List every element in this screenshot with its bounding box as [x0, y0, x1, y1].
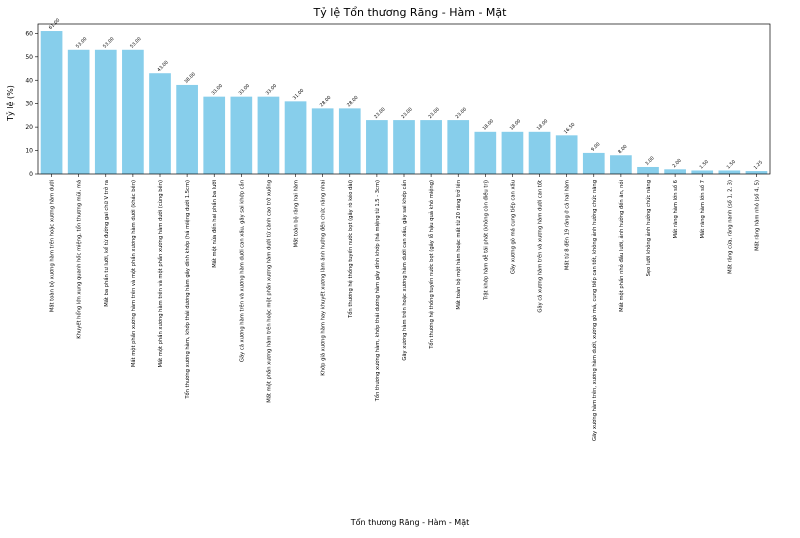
x-tick-label: Mất toàn bộ một hàm hoặc mất từ 20 răng …: [455, 180, 462, 310]
y-tick-label: 30: [25, 101, 33, 108]
data-label: 28.00: [346, 95, 360, 109]
plot-area-border: [37, 23, 771, 175]
x-tick-label: Mất ba phần tư lưỡi, kể từ đường gai chữ…: [102, 180, 110, 307]
x-axis-ticks: Mất toàn bộ xương hàm trên hoặc xương hà…: [49, 174, 760, 441]
x-tick-label: Gãy xương hàm trên hoặc xương hàm dưới c…: [401, 180, 408, 361]
bar: [230, 96, 253, 174]
x-tick-label: Mất từ 8 đến 19 răng ở cả hai hàm: [564, 180, 571, 270]
x-tick-label: Mất một phần nhỏ đầu lưỡi, ảnh hưởng đến…: [617, 180, 625, 312]
bar: [203, 96, 226, 174]
bar: [420, 120, 442, 174]
x-tick-label: Tổn thương xương hàm, khớp thái dương hà…: [374, 180, 381, 402]
x-tick-label: Mất răng hàm nhỏ (số 4, 5): [753, 180, 760, 251]
bar: [338, 108, 361, 175]
x-tick-label: Gãy xương gò má cung tiếp can xấu: [509, 180, 516, 274]
x-tick-label: Tổn thương hệ thống tuyến nước bọt (gây …: [347, 180, 354, 319]
x-tick-label: Tổn thương hệ thống tuyến nước bọt (gây …: [428, 180, 435, 350]
data-label: 1.50: [698, 159, 710, 171]
y-tick-label: 10: [25, 148, 33, 155]
x-tick-label: Gãy cả xương hàm trên và xương hàm dưới …: [537, 180, 544, 313]
x-tick-label: Mất toàn bộ răng hai hàm: [293, 180, 300, 247]
data-label: 43.00: [156, 60, 170, 74]
bar: [257, 96, 280, 174]
bar: [311, 108, 334, 175]
data-label: 9.00: [590, 141, 602, 153]
x-tick-label: Tổn thương xương hàm, khớp thái dương hà…: [184, 180, 191, 400]
x-tick-label: Mất một phần xương hàm trên và một phần …: [156, 180, 164, 368]
x-tick-label: Sẹo lưỡi không ảnh hưởng chức năng: [645, 180, 652, 276]
y-tick-label: 20: [25, 124, 33, 131]
data-label: 31.00: [292, 88, 306, 102]
chart-title: Tỷ lệ Tổn thương Răng - Hàm - Mặt: [313, 6, 508, 19]
bar: [40, 31, 63, 175]
bar: [501, 131, 524, 174]
y-tick-label: 40: [25, 77, 33, 84]
y-tick-label: 0: [29, 171, 33, 178]
bar: [582, 152, 605, 174]
y-axis-ticks: 0 10 20 30 40 50 60: [25, 30, 38, 178]
data-label: 23.00: [427, 106, 441, 120]
bar: [122, 49, 144, 174]
data-label: 33.00: [238, 83, 252, 97]
bar: [664, 169, 686, 174]
data-label: 28.00: [319, 95, 333, 109]
data-label: 33.00: [265, 83, 279, 97]
x-tick-label: Mất răng hàm lớn số 7: [699, 180, 706, 238]
bar: [393, 120, 415, 174]
axes-frame: [37, 23, 771, 175]
data-label: 53.00: [75, 36, 89, 50]
x-tick-label: Mất răng cửa, răng nanh (số 1, 2, 3): [726, 180, 733, 274]
data-label: 33.00: [210, 83, 224, 97]
x-tick-label: Mất một phần xương hàm trên hoặc một phầ…: [264, 180, 272, 403]
y-tick-label: 50: [25, 54, 33, 61]
data-label: 38.00: [183, 71, 197, 85]
x-tick-label: Mất một nửa đến hai phần ba lưỡi: [210, 180, 218, 268]
bar: [94, 49, 117, 174]
bar: [528, 131, 551, 174]
data-label: 53.00: [129, 36, 143, 50]
bar: [718, 170, 741, 174]
data-label: 1.50: [726, 159, 738, 171]
bar: [149, 73, 171, 174]
bar: [691, 170, 714, 174]
y-tick-label: 60: [25, 30, 33, 37]
bar: [474, 131, 497, 174]
data-label: 53.00: [102, 36, 116, 50]
data-label: 3.00: [644, 155, 656, 167]
bar: [555, 135, 578, 174]
data-label: 23.00: [400, 106, 414, 120]
bar: [447, 120, 470, 174]
bar: [637, 166, 659, 174]
data-label: 23.00: [373, 106, 387, 120]
x-tick-label: Mất răng hàm lớn số 6: [672, 180, 679, 238]
bar: [176, 84, 198, 174]
x-tick-label: Khớp giả xương hàm hay khuyết xương làm …: [320, 180, 327, 376]
x-tick-label: Mất toàn bộ xương hàm trên hoặc xương hà…: [49, 180, 56, 312]
bar: [284, 101, 307, 174]
data-label: 18.00: [536, 118, 550, 132]
x-tick-label: Gãy cả xương hàm trên và xương hàm dưới …: [238, 180, 245, 362]
x-axis-label: Tổn thương Răng - Hàm - Mặt: [350, 517, 469, 528]
x-tick-label: Khuyết hổng lớn xung quanh hốc miệng, tổ…: [76, 180, 83, 339]
bar: [610, 155, 632, 174]
x-tick-label: Gãy xương hàm trên, xương hàm dưới, xươn…: [591, 180, 598, 441]
data-label: 8.00: [617, 144, 629, 156]
data-label: 2.00: [671, 158, 683, 170]
data-label: 1.25: [753, 159, 765, 171]
x-tick-label: Mất một phần xương hàm trên và một phần …: [129, 180, 137, 367]
bar: [67, 49, 90, 174]
data-label: 18.00: [482, 118, 496, 132]
data-label: 18.00: [509, 118, 523, 132]
y-axis-label: Tỷ lệ (%): [5, 85, 15, 122]
data-label: 16.50: [563, 122, 577, 136]
data-label: 23.00: [454, 106, 468, 120]
bar: [745, 171, 768, 174]
bar: [366, 120, 388, 174]
x-tick-label: Trật khớp hàm dễ tái phát (không còn điề…: [481, 180, 489, 301]
